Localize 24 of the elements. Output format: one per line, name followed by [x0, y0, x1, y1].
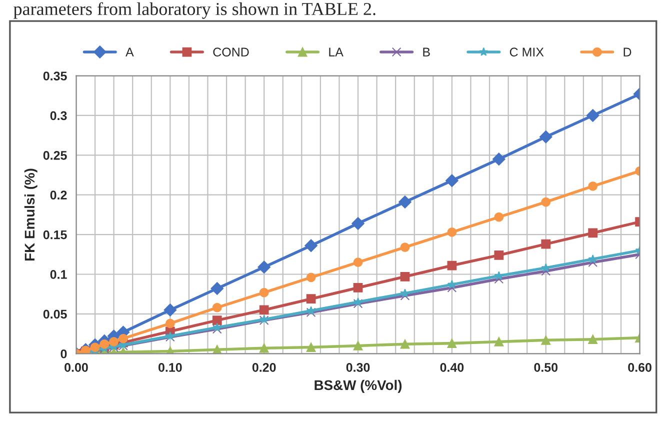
y-tick-label: 0.1	[50, 270, 67, 279]
y-axis-title: FK Emulsi (%)	[24, 168, 38, 260]
x-tick-label: 0.00	[64, 363, 88, 372]
legend-label: LA	[329, 48, 344, 56]
y-tick-label: 0.25	[43, 150, 67, 160]
legend-label: C MIX	[510, 48, 544, 56]
legend-label: D	[624, 48, 632, 56]
legend-label: COND	[213, 48, 249, 56]
y-tick-label: 0.3	[50, 111, 67, 120]
y-tick-label: 0.2	[50, 190, 67, 200]
y-tick-label: 0.35	[43, 72, 67, 80]
x-tick-label: 0.20	[252, 363, 276, 372]
y-tick-label: 0.15	[43, 230, 67, 240]
x-tick-label: 0.50	[534, 363, 558, 372]
legend-label: A	[126, 48, 134, 56]
x-tick-label: 0.40	[440, 363, 464, 372]
y-tick-label: 0	[60, 349, 67, 358]
text: parameters from laboratory is shown in TABLE 2.	[14, 2, 376, 19]
x-tick-label: 0.30	[346, 363, 370, 372]
x-tick-label: 0.60	[628, 363, 652, 372]
x-tick-label: 0.10	[158, 363, 182, 372]
legend-label: B	[423, 48, 430, 56]
x-axis-title: BS&W (%Vol)	[314, 380, 402, 393]
y-tick-label: 0.05	[43, 310, 67, 319]
